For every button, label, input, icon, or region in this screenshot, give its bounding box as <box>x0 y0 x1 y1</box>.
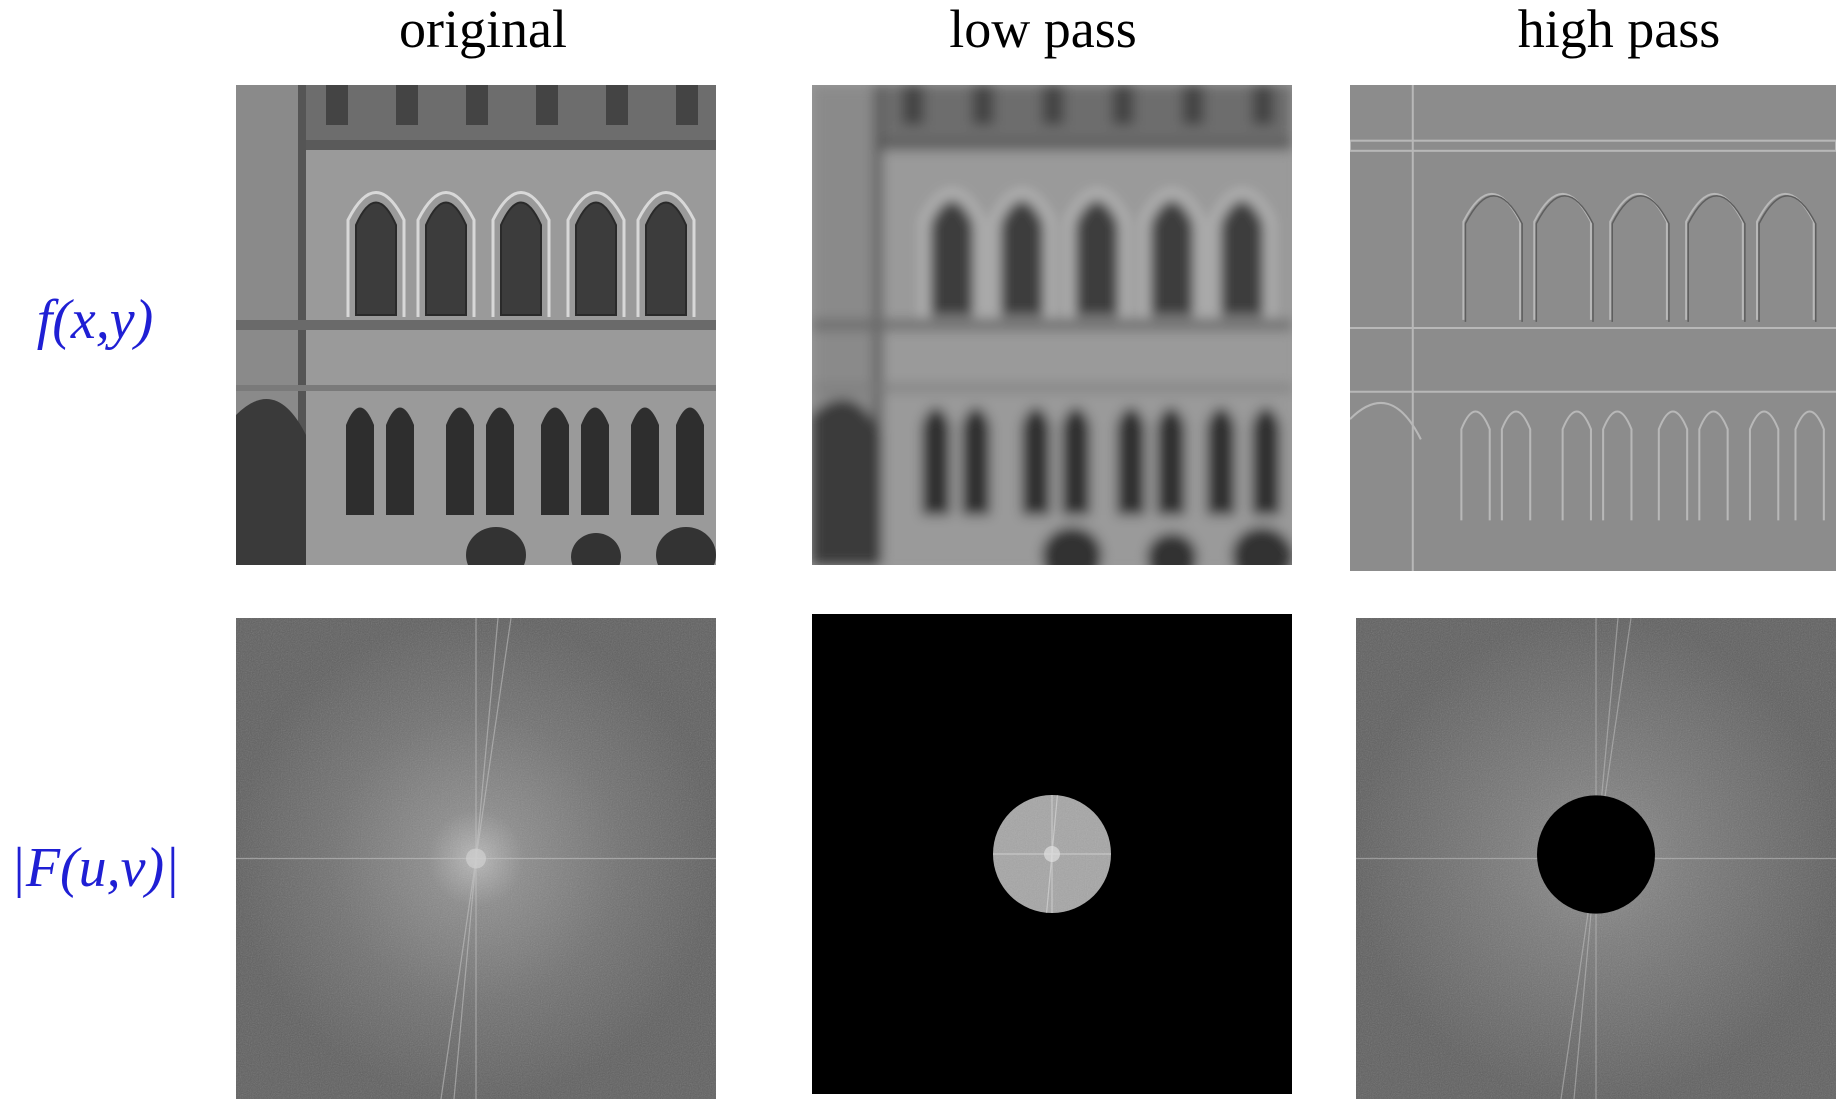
column-title-high-pass: high pass <box>1517 0 1721 59</box>
image-spectrum-original <box>236 618 716 1099</box>
image-spatial-high-pass <box>1350 85 1836 571</box>
image-spectrum-low-pass <box>812 614 1292 1094</box>
column-title-low-pass: low pass <box>949 0 1137 59</box>
image-spatial-low-pass <box>812 85 1292 565</box>
image-spectrum-high-pass <box>1356 618 1836 1099</box>
image-spatial-original <box>236 85 716 565</box>
column-title-original: original <box>399 0 567 59</box>
row-label-spatial: f(x,y) <box>36 289 154 351</box>
row-label-frequency: |F(u,v)| <box>10 837 180 899</box>
